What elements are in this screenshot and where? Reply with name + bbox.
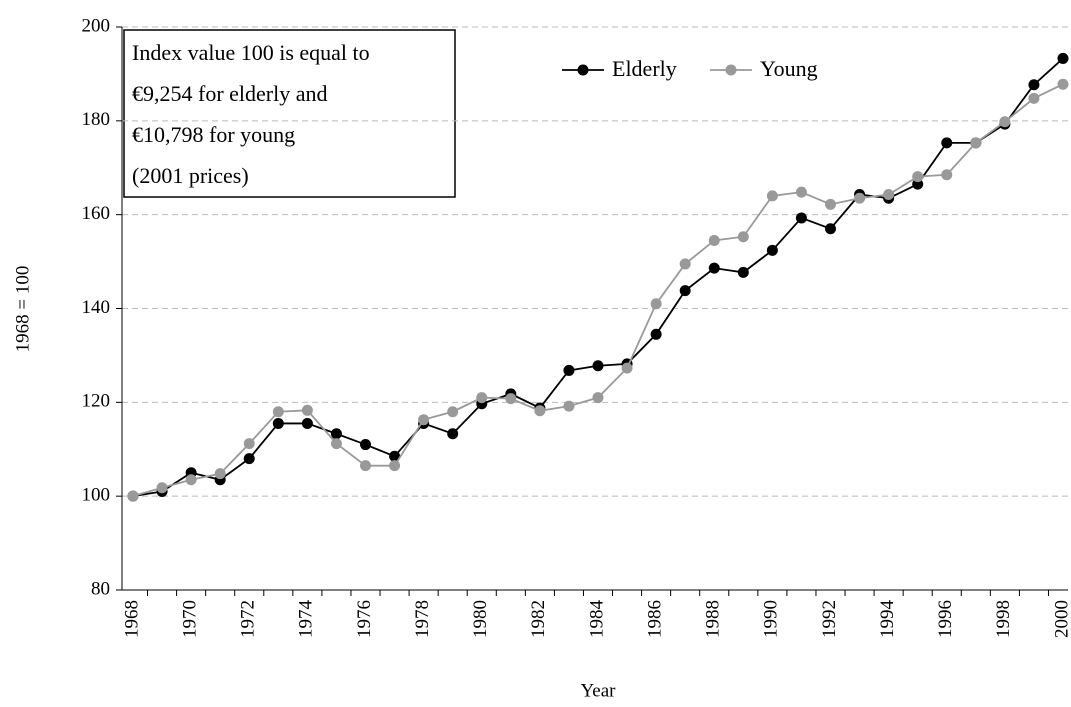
data-point [854,192,866,204]
data-point [737,266,749,278]
x-axis-label: Year [580,680,616,701]
data-point [795,186,807,198]
x-tick-label: 1980 [470,600,491,638]
data-point [941,137,953,149]
data-point [447,428,459,440]
annotation-text: (2001 prices) [132,163,249,188]
legend-label: Young [760,56,818,81]
y-tick-label: 200 [82,15,111,36]
data-point [243,438,255,450]
data-point [708,234,720,246]
data-point [795,212,807,224]
x-tick-label: 1994 [877,600,898,639]
annotation-text: Index value 100 is equal to [132,40,370,65]
data-point [592,360,604,372]
annotation-text: €9,254 for elderly and [132,81,328,106]
data-point [301,404,313,416]
data-point [1028,92,1040,104]
annotation-text: €10,798 for young [132,122,295,147]
data-point [476,392,488,404]
y-tick-label: 120 [82,391,111,412]
data-point [389,460,401,472]
y-tick-label: 160 [82,203,111,224]
x-tick-label: 1984 [586,600,607,639]
x-tick-label: 1988 [703,600,724,638]
data-point [650,298,662,310]
x-tick-label: 2000 [1051,600,1071,638]
data-point [505,393,517,405]
x-tick-label: 1976 [354,600,375,638]
y-tick-label: 100 [82,485,111,506]
data-point [999,116,1011,128]
data-point [883,188,895,200]
data-point [737,231,749,243]
data-point [679,258,691,270]
x-tick-label: 1996 [935,600,956,638]
data-point [912,171,924,183]
data-point [301,417,313,429]
x-tick-label: 1992 [819,600,840,638]
data-point [272,406,284,418]
data-point [185,474,197,486]
data-point [272,417,284,429]
x-tick-label: 1970 [179,600,200,638]
x-tick-label: 1982 [528,600,549,638]
data-point [592,392,604,404]
data-point [330,438,342,450]
data-point [447,406,459,418]
data-point [418,414,430,426]
data-point [389,450,401,462]
data-point [360,460,371,472]
data-point [708,262,720,274]
x-tick-label: 1978 [412,600,433,638]
data-point [650,328,662,340]
x-tick-label: 1972 [238,600,259,638]
data-point [563,400,575,412]
x-tick-label: 1990 [761,600,782,638]
legend-marker [577,64,589,76]
y-axis-label: 1968 = 100 [12,266,33,353]
data-point [330,428,342,440]
data-point [679,285,691,297]
data-point [825,223,836,235]
data-point [621,362,633,374]
data-point [941,169,953,181]
annotation-box [123,29,456,198]
data-point [563,364,575,376]
data-point [1057,78,1069,90]
legend-label: Elderly [612,56,677,81]
y-tick-label: 180 [82,109,111,130]
y-tick-label: 80 [91,578,110,599]
data-point [127,490,139,502]
data-point [766,190,778,202]
data-point [156,482,168,494]
data-point [1057,52,1069,64]
data-point [766,244,778,256]
x-tick-label: 1986 [644,600,665,638]
y-tick-label: 140 [82,297,111,318]
data-point [214,468,226,480]
data-point [243,453,255,465]
x-tick-label: 1968 [121,600,142,638]
data-point [534,405,546,417]
data-point [825,198,836,210]
data-point [970,137,982,149]
data-point [360,439,371,451]
legend-marker [725,64,737,76]
x-tick-label: 1974 [296,600,317,639]
x-tick-label: 1998 [993,600,1014,638]
data-point [1028,79,1040,91]
